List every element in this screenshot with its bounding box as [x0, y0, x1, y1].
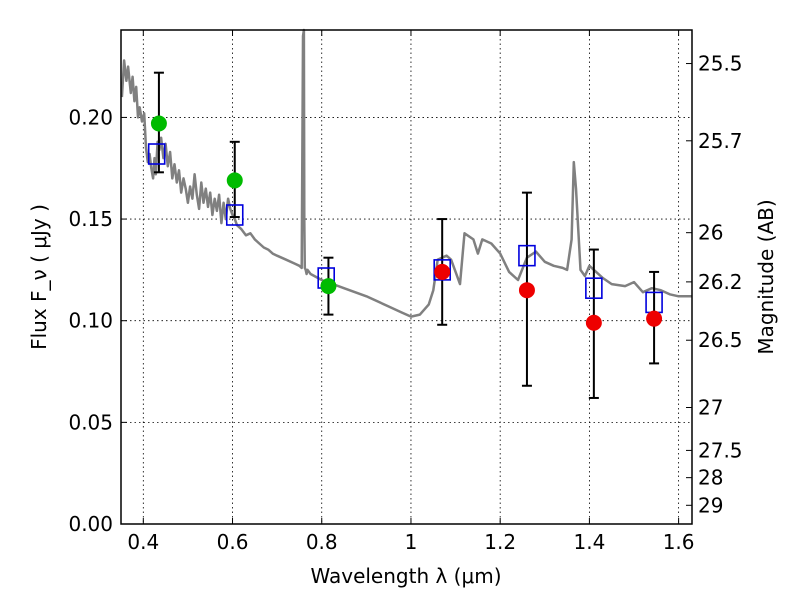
x-tick-label: 0.4 [127, 530, 159, 554]
right-tick-label: 29 [698, 493, 723, 517]
observed-red-point [518, 282, 535, 299]
right-tick-label: 27 [698, 396, 723, 420]
plot-frame [120, 29, 693, 525]
right-tick-label: 26.2 [698, 270, 743, 294]
y-axis-right: 25.5 25.7 26 26.2 26.5 27 27.5 28 29 [686, 52, 743, 517]
x-tick-label: 0.6 [217, 530, 249, 554]
model-square-marker [585, 277, 603, 299]
model-square-marker [518, 244, 536, 267]
observed-green-point [226, 172, 243, 189]
right-tick-label: 28 [698, 466, 723, 490]
right-tick-label: 27.5 [698, 438, 743, 462]
y-axis-title: Flux F_ν ( μJy ) [27, 204, 51, 350]
x-tick-label: 0.8 [306, 530, 338, 554]
plot-background [121, 30, 692, 524]
x-axis-title: Wavelength λ (μm) [310, 564, 501, 588]
y-tick-label: 0.10 [68, 309, 113, 333]
right-tick-label: 25.5 [698, 52, 743, 76]
observed-green-point [150, 115, 167, 132]
model-square-marker [225, 204, 244, 226]
observed-points [150, 115, 663, 331]
x-axis: 0.4 0.6 0.8 1 1.2 1.4 1.6 [127, 30, 695, 554]
y-axis-left: 0.00 0.05 0.10 0.15 0.20 [68, 105, 127, 536]
x-tick-label: 1 [405, 530, 418, 554]
observed-red-point [434, 263, 451, 280]
y-tick-label: 0.15 [68, 207, 113, 231]
y-tick-label: 0.20 [68, 105, 113, 129]
y-tick-label: 0.00 [68, 512, 113, 536]
model-square-marker [147, 143, 166, 165]
y-axis-right-title: Magnitude (AB) [754, 199, 778, 354]
x-tick-label: 1.2 [484, 530, 516, 554]
observed-red-point [585, 314, 602, 331]
y-tick-label: 0.05 [68, 410, 113, 434]
x-tick-label: 1.6 [663, 530, 695, 554]
observed-green-point [320, 278, 337, 295]
right-tick-label: 26 [698, 221, 723, 245]
x-tick-label: 1.4 [573, 530, 605, 554]
right-tick-label: 26.5 [698, 328, 743, 352]
grid-lines [121, 30, 692, 524]
right-tick-label: 25.7 [698, 129, 743, 153]
observed-red-point [646, 310, 663, 327]
